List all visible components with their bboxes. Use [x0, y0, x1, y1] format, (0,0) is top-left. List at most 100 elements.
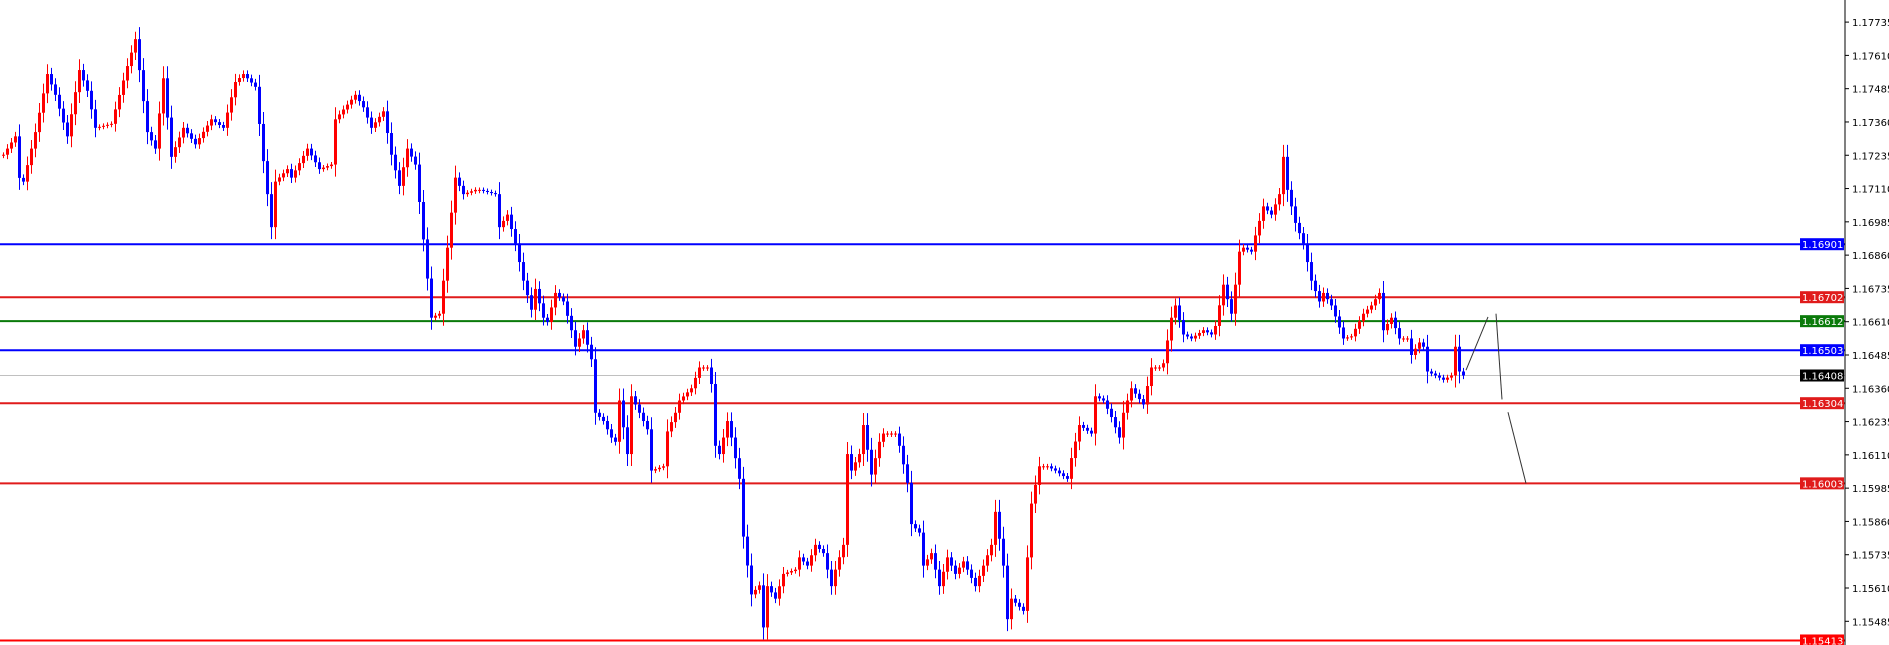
candle-body — [294, 170, 297, 178]
candle-body — [6, 148, 9, 155]
bull-candle — [842, 537, 845, 565]
bear-candle — [22, 174, 25, 186]
candle-body — [34, 132, 37, 149]
candle-body — [394, 154, 397, 171]
bull-candle — [674, 407, 677, 428]
bull-candle — [1366, 305, 1369, 318]
candle-body — [1310, 262, 1313, 281]
bear-candle — [918, 524, 921, 537]
candle-body — [266, 161, 269, 195]
price-tick-label: 1.17485 — [1852, 85, 1889, 96]
bear-candle — [510, 206, 513, 237]
price-tick-label: 1.16610 — [1852, 318, 1889, 329]
bull-candle — [1170, 306, 1173, 352]
bull-candle — [658, 465, 661, 472]
candle-body — [1210, 332, 1213, 335]
candle-body — [666, 431, 669, 467]
candle-body — [750, 565, 753, 595]
bull-candle — [1446, 374, 1449, 383]
bull-candle — [1030, 491, 1033, 570]
bear-candle — [1106, 395, 1109, 415]
level-label-bg — [1800, 477, 1844, 490]
candle-body — [1118, 427, 1121, 438]
candle-body — [858, 454, 861, 463]
candle-body — [1050, 466, 1053, 469]
candle-body — [966, 561, 969, 570]
bull-candle — [666, 419, 669, 479]
candle-body — [330, 164, 333, 167]
candle-body — [790, 571, 793, 573]
price-axis[interactable]: 1.17735 1.17610 1.17485 1.17360 1.17235 1.171… — [1845, 18, 1889, 628]
candle-body — [726, 421, 729, 438]
bull-candle — [962, 556, 965, 573]
candle-body — [846, 454, 849, 545]
bull-candle — [442, 268, 445, 326]
bull-candle — [1214, 320, 1217, 340]
bear-candle — [58, 87, 61, 117]
bull-candle — [698, 361, 701, 385]
bull-candle — [1262, 198, 1265, 229]
candle-body — [1202, 330, 1205, 333]
bull-candle — [1158, 365, 1161, 371]
candle-body — [150, 132, 153, 141]
bear-candle — [570, 308, 573, 338]
candle-body — [574, 330, 577, 347]
candle-body — [826, 553, 829, 570]
candle-body — [622, 400, 625, 428]
bear-candle — [542, 295, 545, 326]
bear-candle — [1206, 327, 1209, 336]
candle-body — [1122, 412, 1125, 438]
bear-candle — [386, 100, 389, 144]
bear-candle — [1330, 294, 1333, 310]
bull-candle — [354, 90, 357, 104]
bear-candle — [490, 189, 493, 196]
bull-candle — [70, 103, 73, 148]
bull-candle — [230, 89, 233, 121]
bear-candle — [250, 74, 253, 87]
candle-body — [1290, 189, 1293, 207]
bull-candle — [778, 579, 781, 606]
bull-candle — [126, 58, 129, 89]
candle-body — [874, 458, 877, 475]
candle-body — [1334, 305, 1337, 317]
candle-body — [1414, 348, 1417, 355]
candle-body — [1066, 476, 1069, 479]
bear-candle — [950, 552, 953, 571]
candle-body — [1370, 305, 1373, 310]
candle-body — [842, 544, 845, 558]
candle-body — [1234, 284, 1237, 314]
candle-body — [1042, 466, 1045, 468]
bull-candle — [1218, 295, 1221, 337]
bear-candle — [594, 347, 597, 425]
candle-body — [166, 78, 169, 118]
candle-body — [1190, 336, 1193, 339]
candle-body — [1426, 346, 1429, 372]
bear-candle — [1138, 389, 1141, 404]
candle-body — [558, 292, 561, 298]
bear-candle — [1394, 311, 1397, 335]
candle-body — [46, 74, 49, 94]
bear-candle — [642, 407, 645, 427]
bear-candle — [50, 67, 53, 91]
candle-body — [1398, 328, 1401, 339]
bull-candle — [1242, 244, 1245, 256]
bear-candle — [270, 182, 273, 240]
candle-body — [342, 109, 345, 115]
bear-candle — [1102, 395, 1105, 404]
candle-body — [678, 400, 681, 413]
projection-lines — [1465, 313, 1527, 484]
candle-body — [350, 99, 353, 105]
candle-body — [50, 74, 53, 85]
bull-candle — [1450, 372, 1453, 381]
bull-candle — [1202, 327, 1205, 337]
bull-candle — [454, 165, 457, 225]
candle-body — [638, 404, 641, 413]
bull-candle — [298, 158, 301, 176]
candle-body — [1390, 317, 1393, 324]
bear-candle — [1270, 206, 1273, 219]
bear-candle — [634, 390, 637, 410]
bear-candle — [430, 266, 433, 330]
bull-candle — [578, 333, 581, 353]
candle-body — [590, 344, 593, 360]
